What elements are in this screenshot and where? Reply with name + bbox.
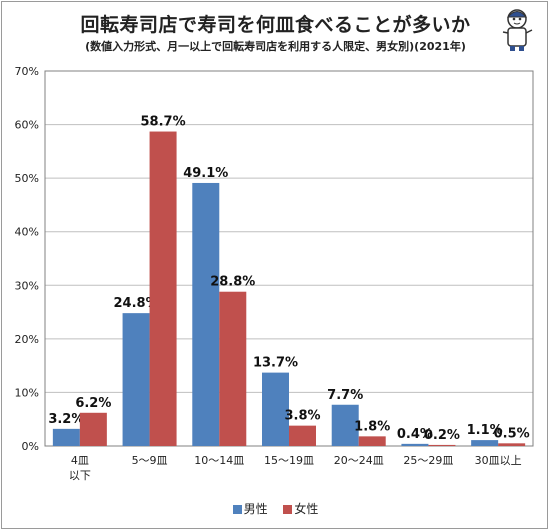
data-label: 49.1% [183,166,228,181]
bar-female [79,412,107,446]
y-tick-label: 70% [15,65,39,78]
data-label: 3.2% [48,412,84,427]
bar-female [358,436,386,446]
data-label: 6.2% [75,396,111,411]
data-label: 24.8% [114,296,159,311]
x-tick-label: 20〜24皿 [334,454,384,467]
bar-male [471,440,499,446]
mascot-icon [502,9,533,51]
data-label: 0.4% [397,427,433,442]
bar-female [289,425,316,446]
y-tick-label: 30% [15,279,39,292]
x-tick-label: 10〜14皿 [194,454,244,467]
legend: 男性 女性 [0,500,551,517]
x-tick-label: 25〜29皿 [403,454,453,467]
bar-male [122,313,150,446]
data-label: 0.5% [494,426,530,441]
bar-female [149,131,177,447]
legend-swatch-female [283,505,293,514]
legend-item-female: 女性 [283,500,318,517]
x-tick-label: 30皿以上 [475,454,522,467]
y-tick-label: 20% [15,333,39,346]
bar-male [52,428,80,446]
bar-female [219,291,247,446]
bar-female [498,443,526,446]
legend-label-female: 女性 [294,502,319,516]
y-tick-label: 50% [15,172,39,185]
y-tick-label: 0% [22,440,39,453]
chart-title: 回転寿司店で寿司を何皿食べることが多いか [80,14,471,36]
legend-item-male: 男性 [232,500,268,517]
data-label: 7.7% [327,388,363,403]
bar-female [428,444,456,446]
data-label: 28.8% [210,275,255,290]
bar-male [401,443,429,446]
chart-subtitle: (数値入力形式、月一以上で回転寿司店を利用する人限定、男女別)(2021年) [85,40,466,53]
data-label: 1.8% [354,419,390,434]
bar-male [331,404,359,446]
data-label: 13.7% [253,356,298,371]
x-tick-label: 15〜19皿 [264,454,314,467]
legend-swatch-male [232,505,242,514]
bar-male [192,182,220,446]
y-tick-label: 10% [15,386,39,399]
data-label: 3.8% [284,409,320,424]
x-tick-label: 以下 [69,469,91,482]
bar-male [262,372,289,446]
legend-label-male: 男性 [243,502,268,516]
x-tick-label: 4皿 [71,454,89,467]
y-tick-label: 40% [15,226,39,239]
x-tick-label: 5〜9皿 [132,454,168,467]
data-label: 58.7% [141,115,186,130]
data-label: 1.1% [467,423,503,438]
y-tick-label: 60% [15,119,39,132]
data-label: 0.2% [424,428,460,443]
